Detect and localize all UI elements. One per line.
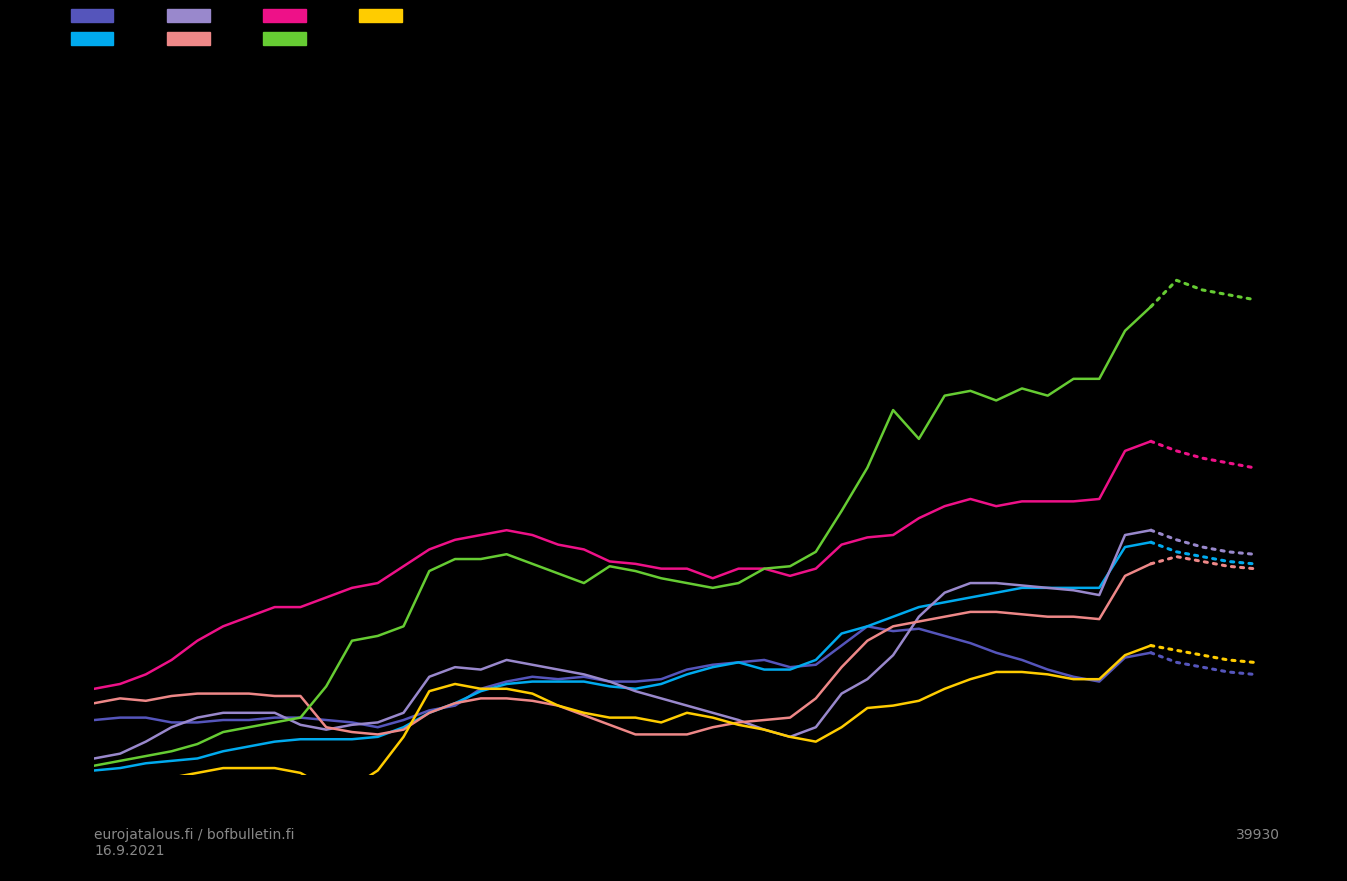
Text: eurojatalous.fi / bofbulletin.fi
16.9.2021: eurojatalous.fi / bofbulletin.fi 16.9.20… xyxy=(94,828,295,858)
Legend: , , , , , , : , , , , , , xyxy=(70,9,409,47)
Text: 39930: 39930 xyxy=(1235,828,1280,842)
